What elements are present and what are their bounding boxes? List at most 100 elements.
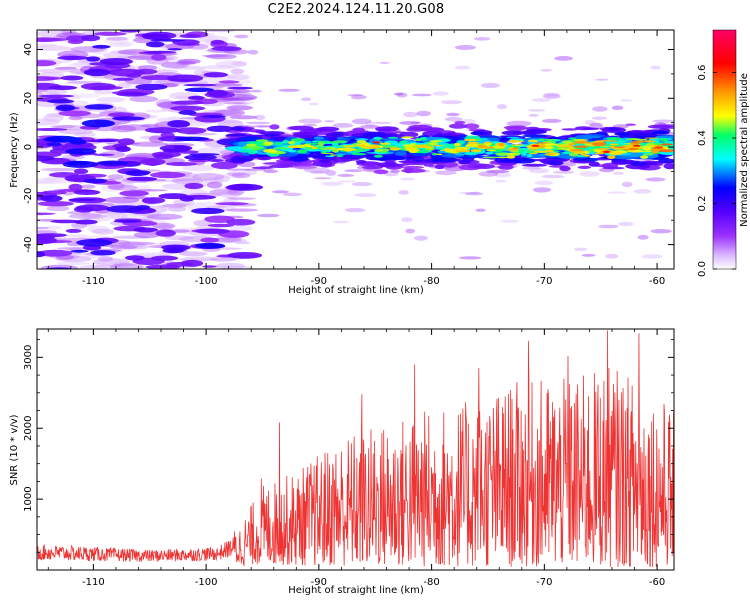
spectrogram-y-ticks: -40 -20 0 20 40 xyxy=(23,43,674,270)
spectrogram-y-tick-label: -40 xyxy=(23,236,34,252)
spectrogram-cell xyxy=(595,148,610,150)
spectrogram-cell xyxy=(275,141,283,146)
spectrogram-cell xyxy=(179,34,202,38)
spectrogram-cell xyxy=(99,58,133,65)
spectrogram-cell xyxy=(512,147,519,150)
spectrogram-cell xyxy=(119,190,149,197)
spectrogram-cell xyxy=(305,145,315,148)
spectrogram-cell xyxy=(582,135,602,139)
spectrogram-cell xyxy=(167,48,183,51)
spectrogram-cell xyxy=(272,190,290,194)
spectrogram-cell xyxy=(344,169,363,173)
spectrogram-cell xyxy=(335,153,347,156)
spectrogram-cell xyxy=(263,169,279,173)
spectrogram-cell xyxy=(231,61,248,67)
spectrogram-cell xyxy=(133,227,159,233)
spectrogram-cell xyxy=(446,112,460,117)
spectrogram-x-tick-label: -80 xyxy=(423,276,439,287)
spectrogram-cell xyxy=(552,170,575,174)
spectrogram-cell xyxy=(324,120,335,123)
spectrogram-cell xyxy=(534,150,548,153)
snr-y-tick-label: 2000 xyxy=(23,416,34,441)
spectrogram-cell xyxy=(125,170,151,175)
spectrogram-cell xyxy=(588,161,600,167)
spectrogram-cell xyxy=(592,106,608,112)
spectrogram-cell xyxy=(226,168,251,171)
spectrogram-cell xyxy=(592,116,607,120)
spectrogram-cell xyxy=(609,145,617,149)
spectrogram-cell xyxy=(498,146,506,149)
spectrogram-cell xyxy=(282,192,302,197)
spectrogram-cell xyxy=(598,140,613,142)
spectrogram-cell xyxy=(251,166,273,170)
spectrogram-cell xyxy=(65,148,97,155)
spectrogram-x-tick-label: -100 xyxy=(195,276,218,287)
spectrogram-cell xyxy=(214,262,245,269)
spectrogram-cell xyxy=(145,264,181,269)
spectrogram-cell xyxy=(104,212,128,219)
spectrogram-cell xyxy=(38,94,75,98)
spectrogram-cell xyxy=(473,37,491,41)
spectrogram-cell xyxy=(602,166,625,170)
spectrogram-cell xyxy=(486,149,497,152)
spectrogram-cell xyxy=(273,147,289,150)
spectrogram-cell xyxy=(509,150,520,152)
spectrogram-x-tick-label: -90 xyxy=(311,276,327,287)
spectrogram-cell xyxy=(68,198,96,201)
spectrogram-cell xyxy=(616,133,630,136)
spectrogram-cell xyxy=(402,144,414,148)
spectrogram-cell xyxy=(454,45,476,50)
spectrogram-cell xyxy=(362,165,383,170)
spectrogram-cell xyxy=(242,134,264,137)
spectrogram-cell xyxy=(207,205,227,209)
spectrogram-cell xyxy=(206,125,234,132)
spectrogram-cell xyxy=(633,138,648,141)
spectrogram-cell xyxy=(347,94,363,97)
spectrogram-cell xyxy=(607,155,616,159)
spectrogram-cell xyxy=(455,154,466,156)
spectrogram-cell xyxy=(632,144,641,147)
spectrogram-cell xyxy=(91,228,114,235)
spectrogram-cell xyxy=(592,142,607,147)
spectrogram-cell xyxy=(153,153,174,160)
spectrogram-cell xyxy=(395,151,407,156)
spectrogram-cell xyxy=(506,120,532,127)
spectrogram-cell xyxy=(245,121,271,125)
spectrogram-cell xyxy=(405,228,416,234)
spectrogram-cell xyxy=(76,238,113,247)
spectrogram-cell xyxy=(608,151,623,156)
spectrogram-cell xyxy=(354,193,377,198)
spectrogram-cell xyxy=(107,174,124,180)
spectrogram-cell xyxy=(595,78,609,81)
spectrogram-cell xyxy=(663,163,674,170)
snr-x-tick-label: -100 xyxy=(195,577,218,588)
spectrogram-cell xyxy=(189,153,220,156)
spectrogram-cell xyxy=(245,141,262,144)
spectrogram-cell xyxy=(60,137,83,141)
spectrogram-cell xyxy=(223,101,245,105)
spectrogram-cell xyxy=(209,257,238,262)
spectrogram-cell xyxy=(561,128,579,131)
spectrogram-cell xyxy=(343,145,355,148)
colorbar-tick-label: 0.6 xyxy=(697,65,708,81)
spectrogram-cell xyxy=(428,142,439,146)
spectrogram-cell xyxy=(434,164,445,170)
spectrogram-cell xyxy=(64,234,89,238)
spectrogram-cell xyxy=(650,229,672,234)
spectrogram-cell xyxy=(112,77,134,81)
spectrogram-cell xyxy=(184,154,217,161)
spectrogram-cell xyxy=(332,123,354,128)
spectrogram-cell xyxy=(373,154,383,158)
spectrogram-cell xyxy=(226,74,250,80)
spectrogram-cell xyxy=(37,60,57,67)
spectrogram-cell xyxy=(226,183,264,191)
spectrogram-cell xyxy=(351,118,372,125)
spectrogram-x-ticks: -110 -100 -90 -80 -70 -60 xyxy=(47,30,665,287)
spectrogram-cell xyxy=(54,66,78,70)
spectrogram-cell xyxy=(206,53,237,60)
spectrogram-cell xyxy=(330,141,336,144)
spectrogram-y-tick-label: 40 xyxy=(23,43,34,56)
spectrogram-cell xyxy=(521,163,548,167)
spectrogram-cell xyxy=(467,143,477,147)
spectrogram-cell xyxy=(56,261,91,266)
